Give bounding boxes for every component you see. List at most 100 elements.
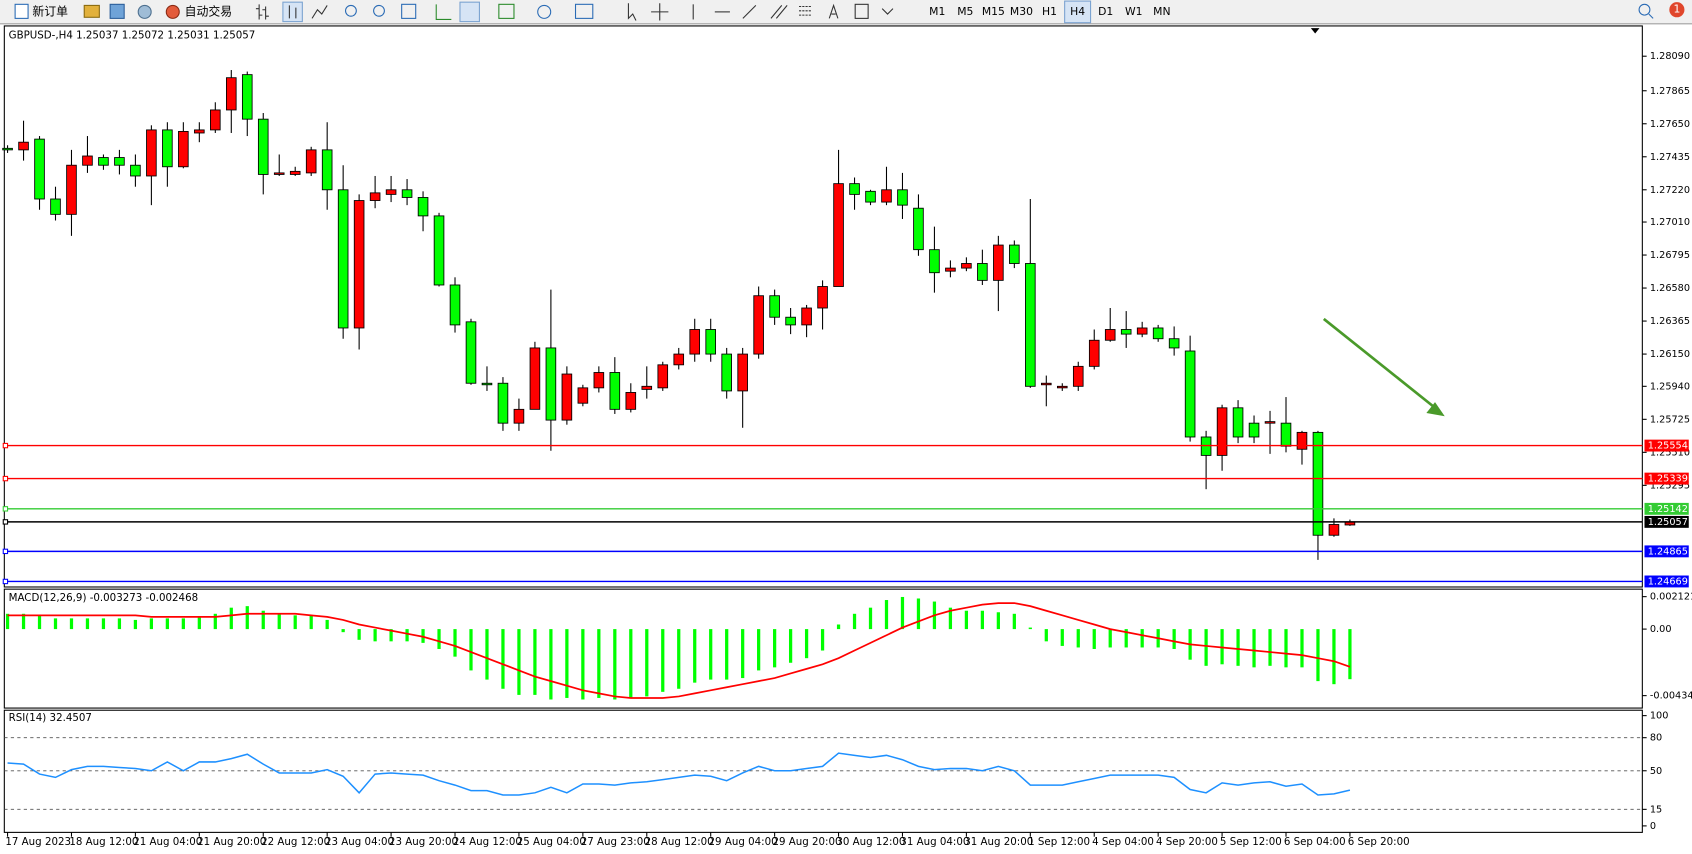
macd-bar bbox=[229, 607, 233, 630]
cursor-button[interactable] bbox=[627, 3, 637, 21]
arrows-button[interactable] bbox=[881, 8, 894, 15]
auto-trading-icon[interactable] bbox=[165, 4, 180, 19]
candle-body bbox=[2, 147, 13, 151]
zoom-out-button[interactable] bbox=[373, 4, 385, 17]
notification-badge[interactable] bbox=[1669, 2, 1685, 18]
fibo-button[interactable] bbox=[799, 5, 812, 16]
candle-body bbox=[1184, 350, 1196, 438]
toolbar-bg bbox=[0, 0, 1692, 24]
toolbar-icon[interactable] bbox=[137, 4, 152, 19]
toolbar: 新订单 自动交易 bbox=[0, 0, 1692, 25]
timeframe-button[interactable]: M30 bbox=[1010, 5, 1033, 18]
macd-bar bbox=[1092, 629, 1096, 649]
macd-bar bbox=[852, 613, 857, 630]
macd-bar bbox=[197, 616, 201, 630]
macd-bar bbox=[661, 629, 665, 692]
periods-button[interactable] bbox=[537, 4, 552, 19]
candle-body bbox=[657, 364, 669, 389]
x-tick-label: 5 Sep 12:00 bbox=[1220, 836, 1282, 848]
price-level-handle bbox=[2, 506, 9, 512]
main-panel-frame bbox=[3, 25, 1643, 588]
timeframe-button[interactable]: W1 bbox=[1125, 5, 1143, 18]
macd-bar bbox=[149, 618, 154, 630]
line-chart-button[interactable] bbox=[311, 5, 328, 19]
macd-bar bbox=[1284, 629, 1288, 668]
channel-button[interactable] bbox=[770, 5, 788, 19]
macd-bar bbox=[757, 629, 761, 671]
y-tick-label: 1.26150 bbox=[1650, 349, 1690, 360]
candle-body bbox=[401, 189, 413, 198]
search-button[interactable] bbox=[1638, 3, 1651, 16]
candle-body bbox=[1248, 422, 1260, 438]
x-tick-label: 31 Aug 04:00 bbox=[900, 836, 969, 848]
candle-body bbox=[1088, 339, 1100, 367]
timeframe-button[interactable]: H1 bbox=[1042, 5, 1057, 18]
y-tick-label: 0 bbox=[1650, 821, 1656, 832]
macd-bar bbox=[788, 629, 793, 663]
macd-bar bbox=[277, 613, 281, 630]
timeframe-button[interactable]: MN bbox=[1153, 5, 1170, 18]
candle-body bbox=[833, 183, 844, 287]
x-tick-label: 24 Aug 12:00 bbox=[453, 836, 522, 848]
price-level-tag bbox=[1644, 545, 1689, 558]
macd-bar bbox=[165, 618, 169, 630]
tile-button[interactable] bbox=[401, 3, 417, 19]
x-tick-label: 22 Aug 12:00 bbox=[261, 836, 330, 848]
y-tick-label: 1.26365 bbox=[1650, 316, 1690, 327]
macd-bar bbox=[1124, 629, 1128, 648]
candle-body bbox=[114, 157, 125, 166]
macd-bar bbox=[181, 618, 185, 630]
timeframe-button[interactable]: M5 bbox=[957, 5, 973, 18]
macd-bar bbox=[836, 624, 841, 630]
candle-body bbox=[625, 392, 637, 410]
x-tick-label: 1 Sep 12:00 bbox=[1028, 836, 1090, 848]
autoscroll-button[interactable] bbox=[435, 4, 452, 20]
macd-bar bbox=[309, 615, 313, 630]
candle-body bbox=[1152, 327, 1164, 340]
candle-body bbox=[257, 118, 269, 175]
macd-bar bbox=[645, 629, 649, 697]
macd-bar bbox=[373, 629, 377, 642]
x-tick-label: 23 Aug 20:00 bbox=[389, 836, 458, 848]
candle-body bbox=[1168, 338, 1180, 349]
macd-bar bbox=[101, 618, 106, 630]
candle-body bbox=[1280, 422, 1292, 447]
macd-bar bbox=[916, 598, 921, 630]
templates-button[interactable] bbox=[574, 3, 594, 19]
candle-body bbox=[993, 244, 1004, 281]
toolbar-icon[interactable] bbox=[83, 4, 100, 18]
macd-bar bbox=[69, 618, 74, 630]
timeframe-button[interactable]: M15 bbox=[982, 5, 1005, 18]
zoom-in-button[interactable] bbox=[344, 4, 357, 17]
chart-shift-button[interactable] bbox=[459, 1, 480, 23]
new-order-icon[interactable] bbox=[14, 3, 29, 19]
macd-bar bbox=[677, 629, 681, 689]
timeframe-button[interactable]: H4 bbox=[1070, 5, 1085, 18]
candle-body bbox=[641, 385, 653, 390]
toolbar-icon[interactable] bbox=[109, 3, 125, 19]
toolbar-icons bbox=[255, 1, 1654, 23]
candle-chart-button[interactable] bbox=[282, 1, 303, 23]
crosshair-button[interactable] bbox=[651, 3, 669, 21]
macd-bar bbox=[1172, 629, 1176, 649]
auto-trading-button[interactable]: 自动交易 bbox=[185, 4, 232, 18]
indicators-button[interactable] bbox=[498, 3, 515, 19]
candle-body bbox=[1056, 385, 1068, 389]
y-tick-label: 1.25725 bbox=[1650, 414, 1690, 425]
candle-body bbox=[465, 321, 477, 384]
candle-body bbox=[865, 190, 876, 203]
candle-body bbox=[577, 387, 589, 404]
new-order-button[interactable]: 新订单 bbox=[32, 4, 68, 18]
timeframe-button[interactable]: M1 bbox=[929, 5, 945, 18]
trendline-button[interactable] bbox=[742, 5, 757, 19]
label-button[interactable] bbox=[854, 3, 869, 19]
text-button[interactable] bbox=[828, 3, 839, 19]
candle-body bbox=[449, 284, 461, 326]
x-tick-label: 29 Aug 20:00 bbox=[772, 836, 841, 848]
macd-bar bbox=[996, 612, 1000, 630]
macd-bar bbox=[213, 613, 217, 630]
bar-chart-button[interactable] bbox=[255, 4, 269, 20]
timeframe-button[interactable]: D1 bbox=[1098, 5, 1113, 18]
macd-bar bbox=[804, 629, 809, 659]
